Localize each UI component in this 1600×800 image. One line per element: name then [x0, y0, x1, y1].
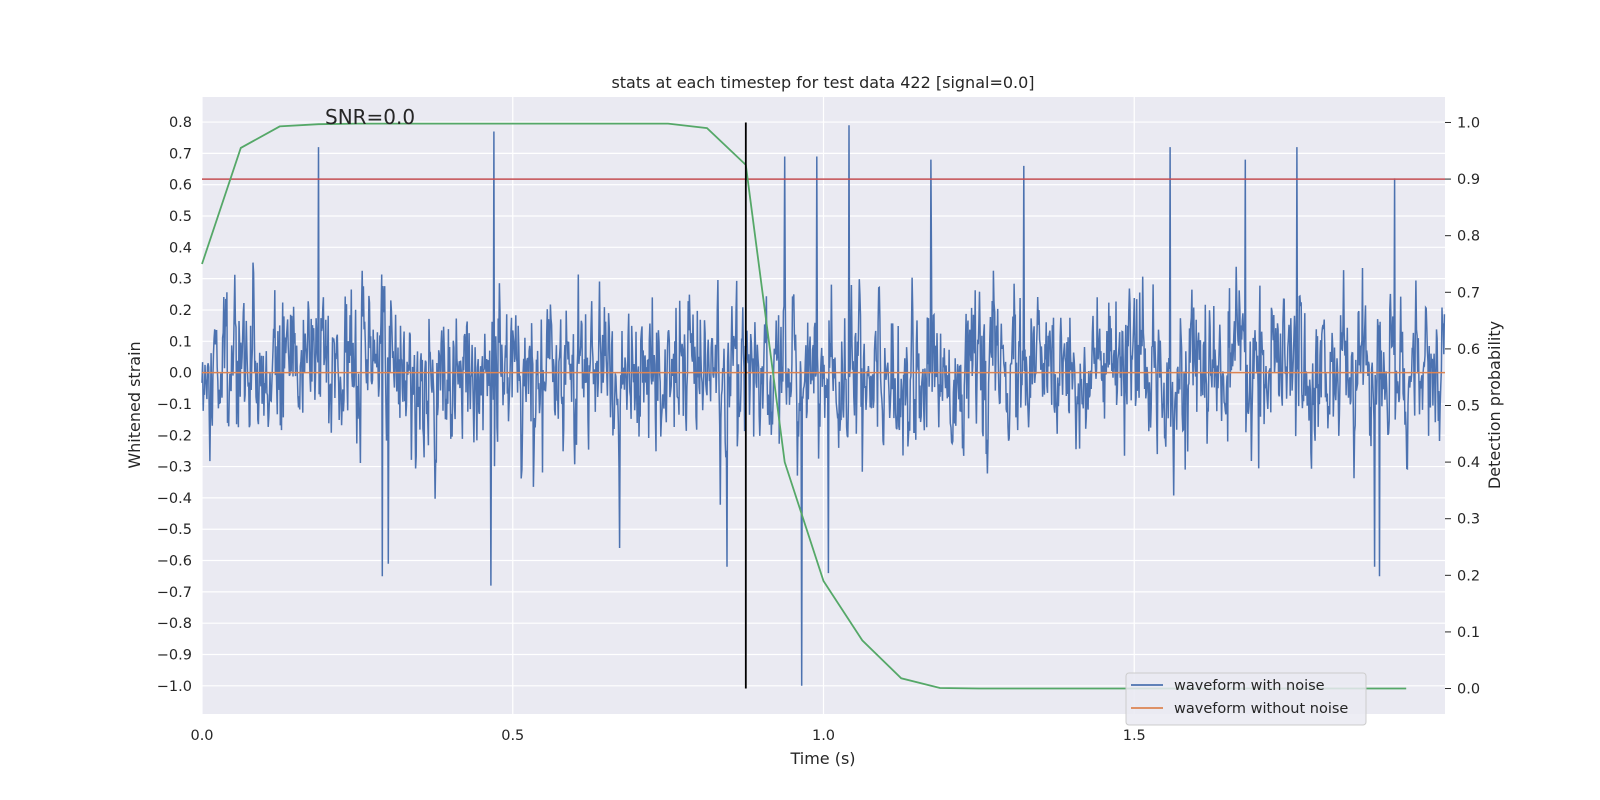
y-tick-label: −0.4	[157, 491, 192, 507]
y-right-tick-label: 0.4	[1457, 455, 1480, 471]
y-right-axis-label: Detection probability	[1485, 321, 1504, 489]
y-tick-label: −0.6	[157, 554, 192, 570]
y-tick-labels: 0.8 0.7 0.6 0.5 0.4 0.3 0.2 0.1 0.0 −0.1 −0.2 −0.3 −…	[157, 115, 192, 695]
x-tick-label: 0.5	[501, 728, 524, 744]
x-tick-label: 1.5	[1123, 728, 1146, 744]
y-right-tick-labels: 1.0 0.9 0.8 0.7 0.6 0.5 0.4 0.3 0.2 0.1 0.0	[1445, 115, 1480, 698]
y-tick-label: −1.0	[157, 679, 192, 695]
legend-box	[1125, 672, 1367, 726]
y-tick-label: 0.4	[169, 240, 192, 256]
legend: waveform with noise waveform without noi…	[1125, 672, 1367, 726]
y-tick-label: 0.1	[169, 334, 192, 350]
y-tick-label: −0.1	[157, 397, 192, 413]
y-right-tick-label: 0.2	[1457, 568, 1480, 584]
y-right-tick-label: 1.0	[1457, 115, 1480, 131]
y-axis-label: Whitened strain	[125, 341, 144, 468]
y-tick-label: −0.3	[157, 460, 192, 476]
chart-title: stats at each timestep for test data 422…	[611, 73, 1034, 92]
y-right-tick-label: 0.6	[1457, 342, 1480, 358]
series-waveform-with-noise	[201, 125, 1446, 686]
y-right-tick-label: 0.3	[1457, 512, 1480, 528]
y-tick-label: −0.9	[157, 647, 192, 663]
y-tick-label: −0.8	[157, 616, 192, 632]
y-right-tick-label: 0.5	[1457, 399, 1480, 415]
y-right-tick-label: 0.8	[1457, 229, 1480, 245]
legend-label-noise: waveform with noise	[1174, 678, 1325, 694]
y-right-tick-label: 0.7	[1457, 285, 1480, 301]
x-tick-labels: 0.0 0.5 1.0 1.5	[190, 728, 1145, 744]
legend-label-clean: waveform without noise	[1174, 701, 1348, 717]
y-tick-label: 0.3	[169, 272, 192, 288]
x-axis-label: Time (s)	[789, 749, 855, 768]
y-right-tick-label: 0.1	[1457, 625, 1480, 641]
y-tick-label: 0.6	[169, 178, 192, 194]
y-tick-label: −0.5	[157, 522, 192, 538]
y-right-tick-label: 0.9	[1457, 172, 1480, 188]
y-right-tick-label: 0.0	[1457, 682, 1480, 698]
y-tick-label: 0.8	[169, 115, 192, 131]
plot-area	[201, 122, 1446, 690]
y-tick-label: −0.7	[157, 585, 192, 601]
y-tick-label: 0.7	[169, 146, 192, 162]
snr-annotation: SNR=0.0	[325, 105, 415, 129]
y-tick-label: 0.5	[169, 209, 192, 225]
x-tick-label: 1.0	[812, 728, 835, 744]
grid-lines	[201, 97, 1445, 714]
y-tick-label: −0.2	[157, 428, 192, 444]
y-tick-label: 0.2	[169, 303, 192, 319]
x-tick-label: 0.0	[190, 728, 213, 744]
y-tick-label: 0.0	[169, 366, 192, 382]
